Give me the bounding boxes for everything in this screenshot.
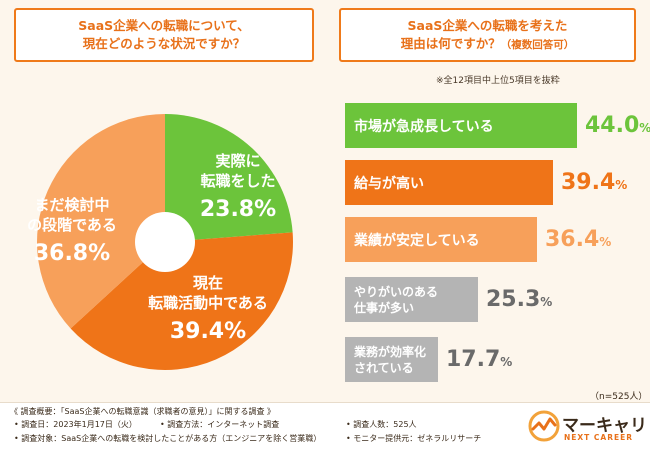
bar-label-line2: されている [354, 360, 414, 375]
footer-count: • 調査人数：525人 [346, 420, 417, 429]
pie-label-line1: 現在 [193, 274, 223, 292]
bar [345, 337, 438, 382]
bar [345, 217, 537, 262]
pie-slice [165, 114, 293, 242]
bar-value: 44.0% [585, 103, 650, 148]
footer-method: • 調査方法：インターネット調査 [160, 420, 280, 429]
bar-value-number: 25.3 [486, 287, 541, 312]
survey-footer: 《 調査概要：「SaaS企業への転職意識（求職者の意見）」に関する調査 》 • … [0, 402, 650, 450]
bar-value-unit: % [500, 355, 513, 369]
bar-value: 25.3% [486, 277, 552, 322]
bar-label-line1: 市場が急成長している [354, 118, 494, 135]
bar-label-line2: 仕事が多い [354, 300, 415, 315]
footer-overview: 《 調査概要：「SaaS企業への転職意識（求職者の意見）」に関する調査 》 [10, 407, 276, 416]
selection-note: ※全12項目中上位5項目を抜粋 [436, 76, 560, 86]
bar [345, 103, 577, 148]
pie-slice [70, 232, 293, 370]
bar-value: 17.7% [446, 337, 512, 382]
logo-name: マーキャリ [562, 416, 647, 436]
bar [345, 160, 553, 205]
left-title-line2: 現在どのような状況ですか？ [82, 36, 246, 51]
pie-value-label: 36.8% [34, 241, 110, 266]
sample-size-note: （n=525人） [590, 392, 648, 402]
bar-value-number: 39.4 [561, 170, 616, 195]
left-question-title: SaaS企業への転職について、 現在どのような状況ですか？ [14, 8, 314, 62]
bar-value-unit: % [540, 295, 553, 309]
bar-label-line1: 業績が安定している [354, 232, 480, 249]
bar-label-line1: やりがいのある [354, 284, 439, 299]
bar-value-unit: % [639, 121, 650, 135]
bar-value-number: 44.0 [585, 113, 640, 138]
right-title-line2-main: 理由は何ですか？ [400, 36, 501, 51]
bar-label-line1: 給与が高い [354, 175, 424, 192]
right-title-line2: 理由は何ですか？（複数回答可） [341, 35, 634, 54]
pie-value-label: 23.8% [200, 197, 276, 222]
bar-row: 給与が高い 39.4% [345, 160, 635, 205]
pie-value-label: 39.4% [170, 319, 246, 344]
right-title-line2-small: （複数回答可） [500, 39, 575, 51]
bar-value-number: 36.4 [545, 227, 600, 252]
footer-provider: • モニター提供元：ゼネラルリサーチ [346, 434, 482, 443]
logo-mark-icon [528, 410, 560, 442]
bar-label: やりがいのある 仕事が多い [354, 277, 474, 322]
pie-label-line1: まだ検討中 [34, 196, 109, 214]
bar-row: 市場が急成長している 44.0% [345, 103, 650, 148]
pie-label-line2: 転職活動中である [148, 294, 268, 312]
bar-row: やりがいのある 仕事が多い 25.3% [345, 277, 635, 322]
left-title-line1: SaaS企業への転職について、 [78, 18, 250, 33]
pie-label-line2: の段階である [27, 216, 117, 234]
pie-label-line2: 転職をした [200, 172, 275, 190]
donut-hole [135, 212, 195, 272]
bar-label-line1: 業務が効率化 [354, 344, 427, 359]
bar-value: 39.4% [561, 160, 627, 205]
bar-label: 業績が安定している [354, 217, 480, 262]
bar-value: 36.4% [545, 217, 611, 262]
pie-slice [37, 114, 165, 329]
bar-label: 給与が高い [354, 160, 424, 205]
pie-label-line1: 実際に [215, 152, 260, 170]
bar-value-number: 17.7 [446, 347, 501, 372]
brand-logo: マーキャリ NEXT CAREER [528, 409, 647, 447]
right-question-title: SaaS企業への転職を考えた 理由は何ですか？（複数回答可） [339, 8, 636, 62]
right-title-line1: SaaS企業への転職を考えた [407, 18, 568, 33]
bar-label: 業務が効率化 されている [354, 337, 474, 382]
bar-row: 業務が効率化 されている 17.7% [345, 337, 635, 382]
footer-target: • 調査対象：SaaS企業への転職を検討したことがある方（エンジニアを除く営業職… [14, 434, 322, 443]
bar-label: 市場が急成長している [354, 103, 494, 148]
bar-value-unit: % [615, 178, 628, 192]
bar [345, 277, 478, 322]
bar-row: 業績が安定している 36.4% [345, 217, 635, 262]
logo-sub: NEXT CAREER [564, 433, 634, 442]
bar-value-unit: % [599, 235, 612, 249]
footer-date: • 調査日：2023年1月17日（火） [14, 420, 137, 429]
